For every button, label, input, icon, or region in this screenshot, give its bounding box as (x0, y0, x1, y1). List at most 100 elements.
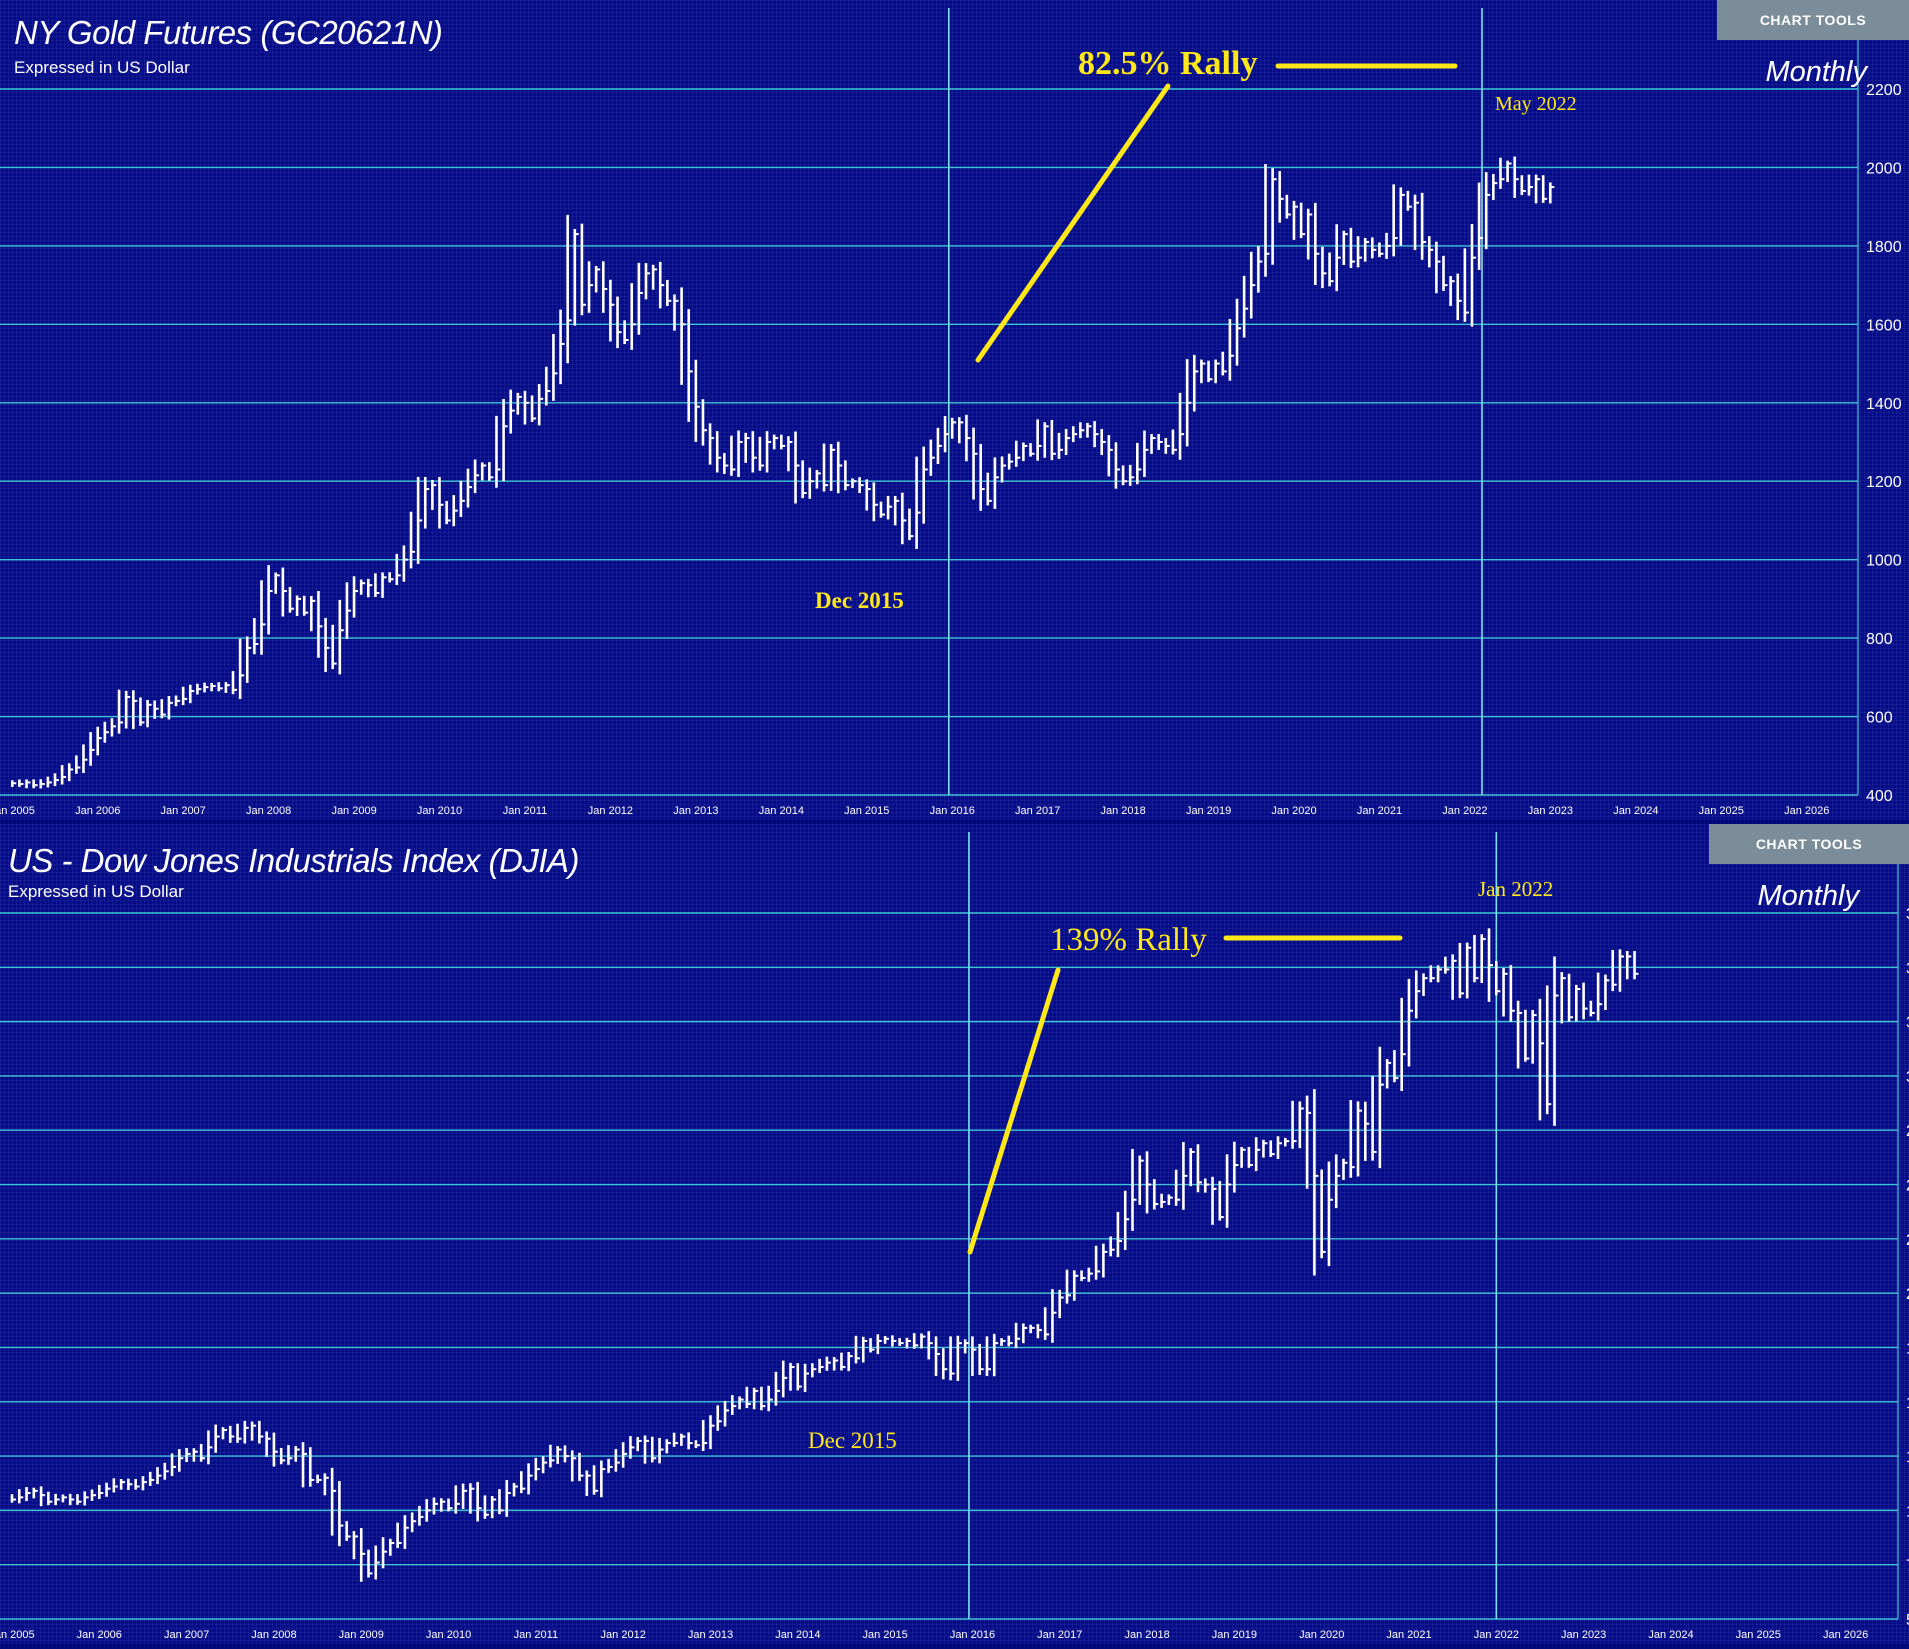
y-tick-label: 12.5k (1906, 1449, 1909, 1466)
dow-y-axis: 5k 7.5k 10k 12.5k 15k 17.5k 20k 22.5k 25k 27.5k 30… (1906, 906, 1909, 1629)
gold-rally-arrow (975, 83, 1171, 363)
y-tick-label: 2200 (1866, 82, 1902, 99)
x-tick-label: Jan 2024 (1613, 805, 1658, 817)
x-tick-label: Jan 2020 (1271, 805, 1316, 817)
y-tick-label: 10k (1906, 1503, 1909, 1520)
y-tick-label: 20k (1906, 1286, 1909, 1303)
x-tick-label: Jan 2022 (1442, 805, 1487, 817)
gold-frequency-label: Monthly (1765, 56, 1867, 88)
x-tick-label: Jan 2006 (75, 805, 120, 817)
dow-chart-subtitle: Expressed in US Dollar (8, 882, 184, 901)
y-tick-label: 35k (1906, 960, 1909, 977)
y-tick-label: 800 (1866, 631, 1893, 648)
x-tick-label: Jan 2025 (1736, 1629, 1781, 1641)
y-tick-label: 32.5k (1906, 1015, 1909, 1032)
x-tick-label: Jan 2018 (1100, 805, 1145, 817)
dow-x-axis: Jan 2005 Jan 2006 Jan 2007 Jan 2008 Jan 2009… (0, 1629, 1868, 1641)
x-tick-label: Jan 2021 (1357, 805, 1402, 817)
y-tick-label: 1800 (1866, 239, 1902, 256)
x-tick-label: Jan 2013 (688, 1629, 733, 1641)
x-tick-label: Jan 2019 (1186, 805, 1231, 817)
x-tick-label: Jan 2015 (844, 805, 889, 817)
x-tick-label: Jan 2025 (1699, 805, 1744, 817)
x-tick-label: Jan 2007 (164, 1629, 209, 1641)
gold-y-axis: 400 600 800 1000 1200 1400 1600 1800 2000 2200 (1866, 82, 1902, 805)
x-tick-label: Jan 2023 (1561, 1629, 1606, 1641)
dow-rally-label: 139% Rally (1050, 922, 1207, 958)
x-tick-label: Jan 2012 (588, 805, 633, 817)
gold-chart-title: NY Gold Futures (GC20621N) (14, 14, 443, 51)
x-tick-label: Jan 2014 (759, 805, 804, 817)
x-tick-label: Jan 2012 (601, 1629, 646, 1641)
dow-chart-plot: 5k 7.5k 10k 12.5k 15k 17.5k 20k 22.5k 25k 27.5k 30… (0, 832, 1909, 1641)
x-tick-label: Jan 2017 (1015, 805, 1060, 817)
y-tick-label: 17.5k (1906, 1340, 1909, 1357)
dow-chart-panel: 5k 7.5k 10k 12.5k 15k 17.5k 20k 22.5k 25k 27.5k 30… (0, 824, 1909, 1644)
gold-may-2022-label: May 2022 (1495, 93, 1577, 115)
y-tick-label: 1000 (1866, 553, 1902, 570)
dow-rally-annotation: 139% Rally (967, 922, 1403, 1255)
x-tick-label: Jan 2010 (417, 805, 462, 817)
y-tick-label: 1600 (1866, 317, 1902, 334)
y-tick-label: 1200 (1866, 474, 1902, 491)
x-tick-label: Jan 2018 (1124, 1629, 1169, 1641)
dow-chart-title: US - Dow Jones Industrials Index (DJIA) (8, 842, 580, 879)
x-tick-label: Jan 2019 (1212, 1629, 1257, 1641)
y-tick-label: 2000 (1866, 160, 1902, 177)
x-tick-label: Jan 2007 (161, 805, 206, 817)
gold-chart-tools-button[interactable]: CHART TOOLS (1717, 0, 1909, 40)
x-tick-label: Jan 2020 (1299, 1629, 1344, 1641)
y-tick-label: 1400 (1866, 396, 1902, 413)
gold-price-bars (10, 156, 1555, 789)
gold-chart-subtitle: Expressed in US Dollar (14, 58, 190, 77)
dow-index-bars (10, 928, 1639, 1582)
y-tick-label: 30k (1906, 1069, 1909, 1086)
y-tick-label: 5k (1906, 1612, 1909, 1629)
gold-x-axis: Jan 2005 Jan 2006 Jan 2007 Jan 2008 Jan 2009… (0, 805, 1829, 817)
gold-marker-lines (948, 8, 1483, 795)
x-tick-label: Jan 2015 (863, 1629, 908, 1641)
x-tick-label: Jan 2026 (1823, 1629, 1868, 1641)
gold-rally-label: 82.5% Rally (1078, 45, 1257, 82)
x-tick-label: Jan 2009 (339, 1629, 384, 1641)
gold-gridlines (0, 40, 1859, 796)
x-tick-label: Jan 2005 (0, 805, 35, 817)
y-tick-label: 22.5k (1906, 1232, 1909, 1249)
gold-chart-panel: 400 600 800 1000 1200 1400 1600 1800 2000 2200 Ja… (0, 0, 1909, 820)
x-tick-label: Jan 2005 (0, 1629, 35, 1641)
y-tick-label: 37.5k (1906, 906, 1909, 923)
y-tick-label: 400 (1866, 788, 1893, 805)
dow-frequency-label: Monthly (1757, 880, 1859, 912)
x-tick-label: Jan 2024 (1648, 1629, 1693, 1641)
x-tick-label: Jan 2010 (426, 1629, 471, 1641)
dow-marker-lines (968, 832, 1498, 1619)
y-tick-label: 7.5k (1906, 1558, 1909, 1575)
x-tick-label: Jan 2013 (673, 805, 718, 817)
x-tick-label: Jan 2011 (514, 1629, 558, 1641)
x-tick-label: Jan 2014 (775, 1629, 820, 1641)
y-tick-label: 15k (1906, 1395, 1909, 1412)
y-tick-label: 600 (1866, 710, 1893, 727)
dow-gridlines (0, 864, 1899, 1620)
y-tick-label: 25k (1906, 1178, 1909, 1195)
x-tick-label: Jan 2023 (1528, 805, 1573, 817)
dow-jan-2022-label: Jan 2022 (1478, 877, 1553, 901)
y-tick-label: 27.5k (1906, 1123, 1909, 1140)
dow-dec-2015-label: Dec 2015 (808, 1428, 897, 1453)
x-tick-label: Jan 2016 (930, 805, 975, 817)
x-tick-label: Jan 2008 (246, 805, 291, 817)
dow-chart-tools-button[interactable]: CHART TOOLS (1709, 824, 1909, 864)
x-tick-label: Jan 2011 (503, 805, 547, 817)
gold-dec-2015-label: Dec 2015 (815, 588, 904, 613)
gold-chart-plot: 400 600 800 1000 1200 1400 1600 1800 2000 2200 Ja… (0, 8, 1902, 817)
x-tick-label: Jan 2017 (1037, 1629, 1082, 1641)
x-tick-label: Jan 2006 (77, 1629, 122, 1641)
x-tick-label: Jan 2026 (1784, 805, 1829, 817)
gold-rally-annotation: 82.5% Rally (975, 45, 1458, 363)
x-tick-label: Jan 2009 (331, 805, 376, 817)
x-tick-label: Jan 2021 (1386, 1629, 1431, 1641)
x-tick-label: Jan 2016 (950, 1629, 995, 1641)
x-tick-label: Jan 2008 (251, 1629, 296, 1641)
x-tick-label: Jan 2022 (1474, 1629, 1519, 1641)
dow-rally-arrow (967, 967, 1061, 1255)
